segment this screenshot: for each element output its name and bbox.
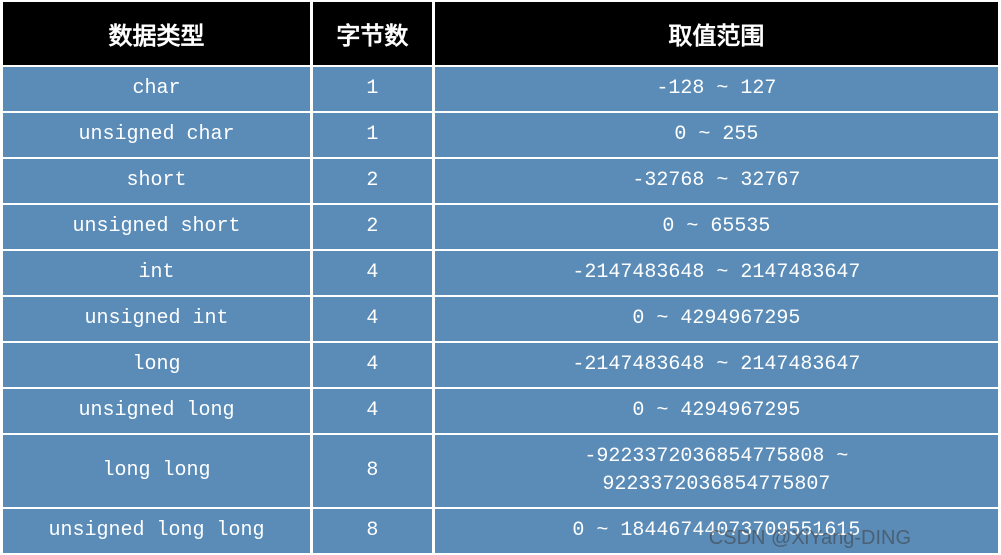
table-row: unsigned short 2 0 ~ 65535 [3,205,998,249]
cell-type: unsigned int [3,297,310,341]
cell-bytes: 1 [313,113,432,157]
cell-type: unsigned long long [3,509,310,553]
cell-type: long long [3,435,310,507]
cell-range: -2147483648 ~ 2147483647 [435,251,998,295]
header-range: 取值范围 [435,2,998,65]
cell-bytes: 4 [313,297,432,341]
cell-bytes: 2 [313,159,432,203]
table-row: short 2 -32768 ~ 32767 [3,159,998,203]
cell-range: 0 ~ 255 [435,113,998,157]
cell-range: -128 ~ 127 [435,67,998,111]
cell-bytes: 4 [313,251,432,295]
cell-range: 0 ~ 4294967295 [435,389,998,433]
header-type: 数据类型 [3,2,310,65]
table-body: char 1 -128 ~ 127 unsigned char 1 0 ~ 25… [3,67,998,553]
cell-type: short [3,159,310,203]
cell-bytes: 4 [313,343,432,387]
cell-range: 0 ~ 18446744073709551615 [435,509,998,553]
table-row: char 1 -128 ~ 127 [3,67,998,111]
cell-range: 0 ~ 4294967295 [435,297,998,341]
cell-type: char [3,67,310,111]
table-row: unsigned int 4 0 ~ 4294967295 [3,297,998,341]
cell-type: int [3,251,310,295]
cell-range: -9223372036854775808 ~ 92233720368547758… [435,435,998,507]
cell-type: long [3,343,310,387]
cell-bytes: 4 [313,389,432,433]
cell-type: unsigned char [3,113,310,157]
header-bytes: 字节数 [313,2,432,65]
data-types-table-container: 数据类型 字节数 取值范围 char 1 -128 ~ 127 unsigned… [0,0,1001,550]
cell-range: -2147483648 ~ 2147483647 [435,343,998,387]
cell-range: 0 ~ 65535 [435,205,998,249]
cell-bytes: 1 [313,67,432,111]
table-header-row: 数据类型 字节数 取值范围 [3,2,998,65]
cell-bytes: 8 [313,509,432,553]
cell-type: unsigned short [3,205,310,249]
table-row: unsigned long long 8 0 ~ 184467440737095… [3,509,998,553]
cell-bytes: 2 [313,205,432,249]
cell-bytes: 8 [313,435,432,507]
table-row: long 4 -2147483648 ~ 2147483647 [3,343,998,387]
cell-type: unsigned long [3,389,310,433]
table-row: unsigned long 4 0 ~ 4294967295 [3,389,998,433]
table-row: int 4 -2147483648 ~ 2147483647 [3,251,998,295]
data-types-table: 数据类型 字节数 取值范围 char 1 -128 ~ 127 unsigned… [0,0,1001,555]
table-row: long long 8 -9223372036854775808 ~ 92233… [3,435,998,507]
cell-range: -32768 ~ 32767 [435,159,998,203]
table-row: unsigned char 1 0 ~ 255 [3,113,998,157]
